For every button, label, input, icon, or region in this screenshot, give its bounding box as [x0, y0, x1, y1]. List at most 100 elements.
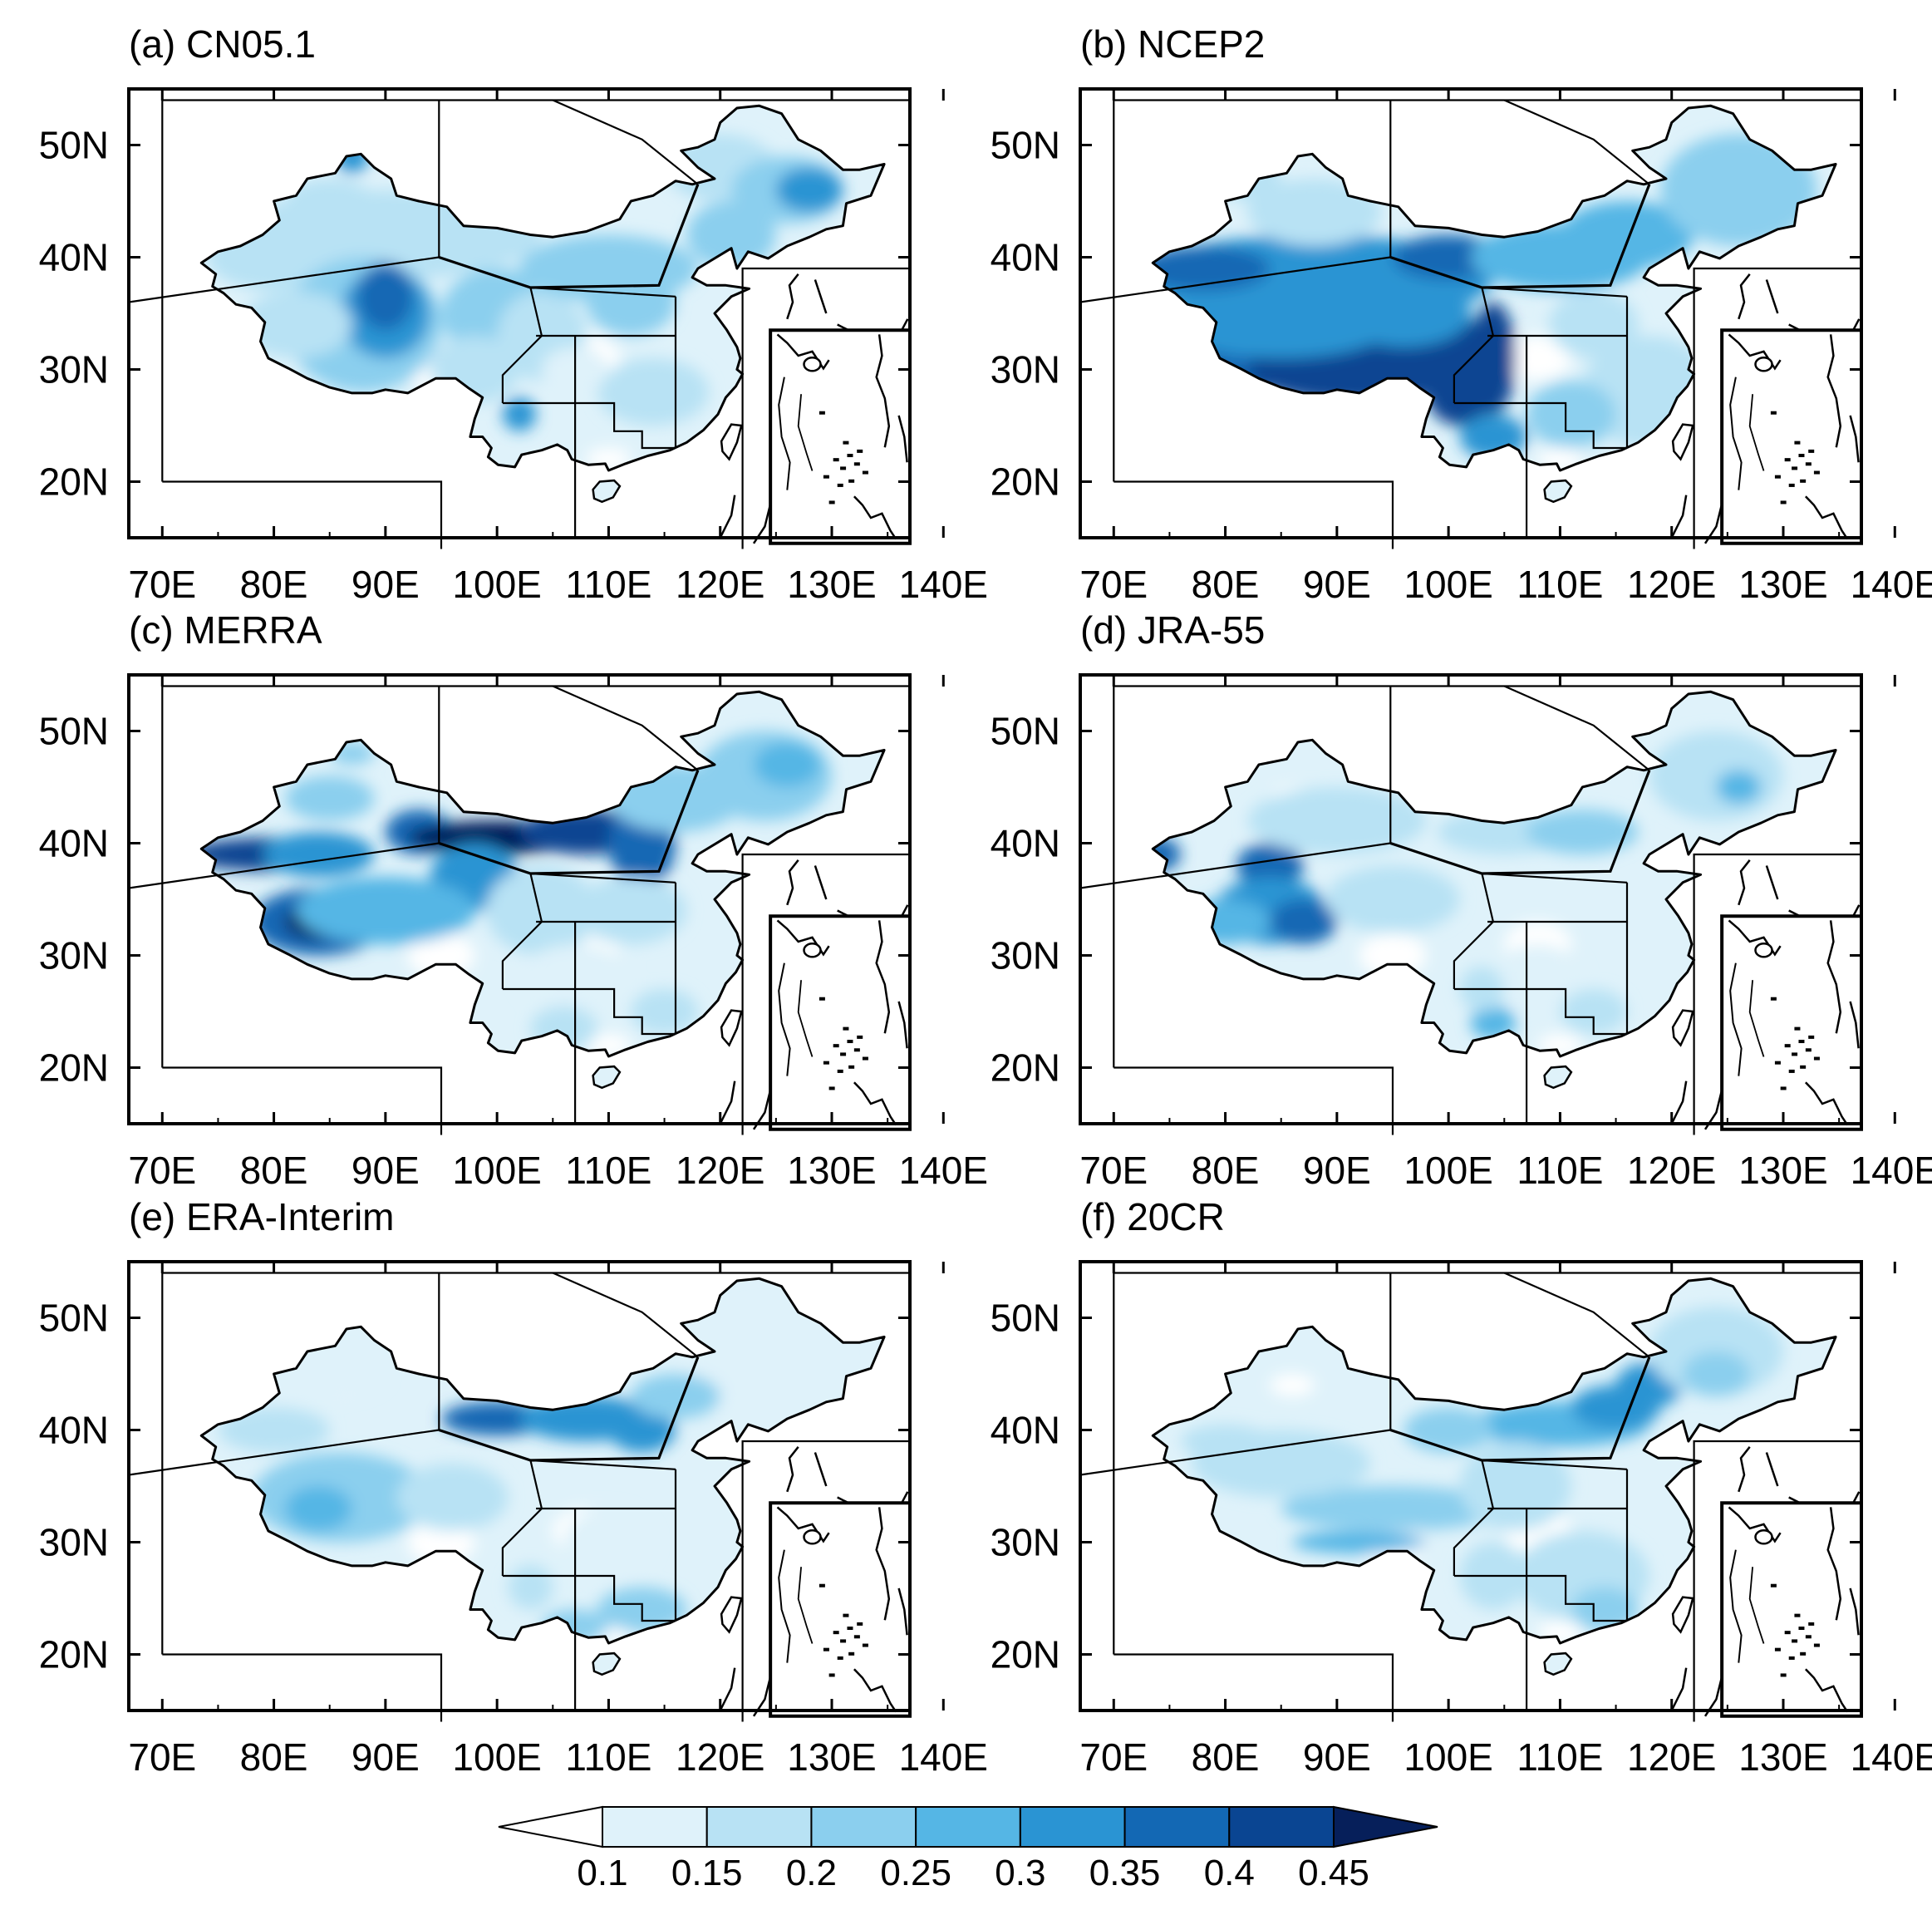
coastline: [814, 865, 828, 900]
inset-island-dot: [1792, 1639, 1798, 1643]
inset-island-dot: [848, 1065, 855, 1069]
inset-island-dot: [1784, 1044, 1791, 1048]
map-frame: [1079, 673, 1863, 1125]
lat-tick-label: 40N: [991, 236, 1060, 279]
lon-tick-label: 130E: [787, 563, 876, 606]
lat-tick-label: 50N: [39, 1297, 109, 1340]
lon-tick-label: 140E: [899, 563, 988, 606]
region-line: [128, 256, 440, 303]
shading-blob: [1404, 1407, 1493, 1453]
inset-frame: [769, 914, 912, 1131]
coastline: [1670, 495, 1688, 539]
colorbar-label: 0.15: [671, 1853, 743, 1893]
region-line: [162, 1653, 443, 1722]
lon-tick-label: 70E: [1079, 1149, 1148, 1192]
inset-coast: [1729, 1549, 1743, 1663]
shading-blob: [1292, 1531, 1427, 1553]
taiwan-island: [720, 1009, 743, 1047]
inset-island-dot: [828, 1673, 835, 1677]
shading-blob: [218, 1407, 330, 1453]
shading-blob: [1459, 1441, 1571, 1531]
lon-tick-label: 90E: [1303, 1149, 1371, 1192]
lon-tick-label: 100E: [1404, 1149, 1492, 1192]
lon-tick-label: 100E: [452, 1149, 541, 1192]
lon-tick-label: 110E: [1517, 1735, 1603, 1779]
inset-coast: [1728, 919, 1782, 957]
shading-blob: [1281, 1486, 1505, 1531]
inset-island-dot: [848, 1651, 855, 1656]
colorbar-label: 0.2: [786, 1853, 837, 1893]
lon-tick-label: 140E: [899, 1735, 988, 1779]
inset-coast: [797, 1567, 814, 1644]
colorbar: 0.1 0.15 0.2 0.25 0.3 0.35 0.4 0.45: [498, 1805, 1438, 1893]
lon-tick-label: 70E: [128, 1149, 196, 1192]
inset-island-dot: [1792, 466, 1798, 470]
colorbar-label: 0.3: [995, 1853, 1045, 1893]
inset-island-dot: [840, 466, 847, 470]
panel-e: (e) ERA-Interim 70E 80E 90E 100E 110E 120E 130E…: [39, 1195, 988, 1779]
lat-tick-label: 50N: [39, 124, 109, 167]
inset-island-dot: [833, 1631, 839, 1635]
inset-coast: [897, 1588, 908, 1636]
coastline: [814, 1452, 828, 1487]
shading-layer: [1153, 731, 1783, 1056]
lon-tick-label: 100E: [452, 1735, 541, 1779]
region-line: [1503, 685, 1650, 771]
south-china-sea-inset: [769, 914, 912, 1131]
inset-coast: [1849, 1588, 1860, 1636]
region-line: [1526, 401, 1627, 450]
shading-blob: [1247, 787, 1427, 854]
inset-island-dot: [1800, 1651, 1807, 1656]
panel-a: (a) CN05.1 70E 80E 90E 100E 110E 120E 130E 140E 5…: [39, 22, 988, 606]
inset-coast: [778, 962, 791, 1076]
shading-blob: [1336, 279, 1471, 347]
inset-island-dot: [847, 454, 853, 458]
inset-coast: [1849, 1001, 1860, 1049]
panel-title: (c) MERRA: [129, 608, 322, 652]
map-frame: [1079, 1260, 1863, 1712]
china-outline: [199, 1277, 886, 1645]
region-line: [552, 1272, 699, 1358]
inset-coast: [1826, 334, 1842, 448]
inset-frame: [1720, 328, 1864, 545]
lat-tick-label: 20N: [991, 1633, 1060, 1676]
lat-tick-label: 20N: [991, 1046, 1060, 1090]
inset-coast: [1748, 980, 1765, 1057]
region-line: [1453, 287, 1495, 403]
inset-coast: [1849, 415, 1860, 463]
coastline: [786, 1446, 799, 1493]
shading-blob: [285, 775, 375, 821]
inset-coast: [1805, 1081, 1849, 1126]
lon-tick-label: 110E: [565, 1149, 651, 1192]
inset-coast: [1805, 1668, 1849, 1713]
taiwan-island: [720, 1596, 743, 1634]
lat-tick-label: 30N: [39, 1521, 109, 1564]
inset-island-dot: [1774, 475, 1781, 479]
inset-island-dot: [823, 1647, 829, 1651]
lon-tick-label: 120E: [676, 563, 764, 606]
inset-island-dot: [819, 1583, 825, 1588]
colorbar-label: 0.1: [577, 1853, 627, 1893]
inset-island-dot: [843, 441, 849, 445]
inset-coast: [1748, 394, 1765, 471]
inset-coast: [1805, 495, 1849, 540]
lat-tick-label: 50N: [991, 1297, 1060, 1340]
region-line: [1503, 1272, 1650, 1358]
shading-blob: [485, 865, 597, 956]
lat-tick-label: 20N: [39, 460, 109, 504]
lon-tick-label: 70E: [1079, 563, 1148, 606]
lat-tick-label: 50N: [991, 124, 1060, 167]
inset-frame: [769, 1501, 912, 1718]
colorbar-box: [1019, 1806, 1126, 1848]
region-line: [1079, 842, 1391, 889]
region-line: [530, 872, 676, 884]
shading-blob: [1236, 843, 1304, 889]
lon-tick-label: 90E: [351, 1735, 420, 1779]
hainan-island: [592, 479, 622, 504]
coastline: [719, 1667, 736, 1711]
panel-c: (c) MERRA 70E 80E 90E 100E 110E 120E 130E 140E 50…: [39, 608, 988, 1192]
inset-coast: [776, 1506, 830, 1543]
inset-coast: [1729, 962, 1743, 1076]
coastline: [786, 273, 799, 320]
inset-island-dot: [1805, 1048, 1812, 1052]
